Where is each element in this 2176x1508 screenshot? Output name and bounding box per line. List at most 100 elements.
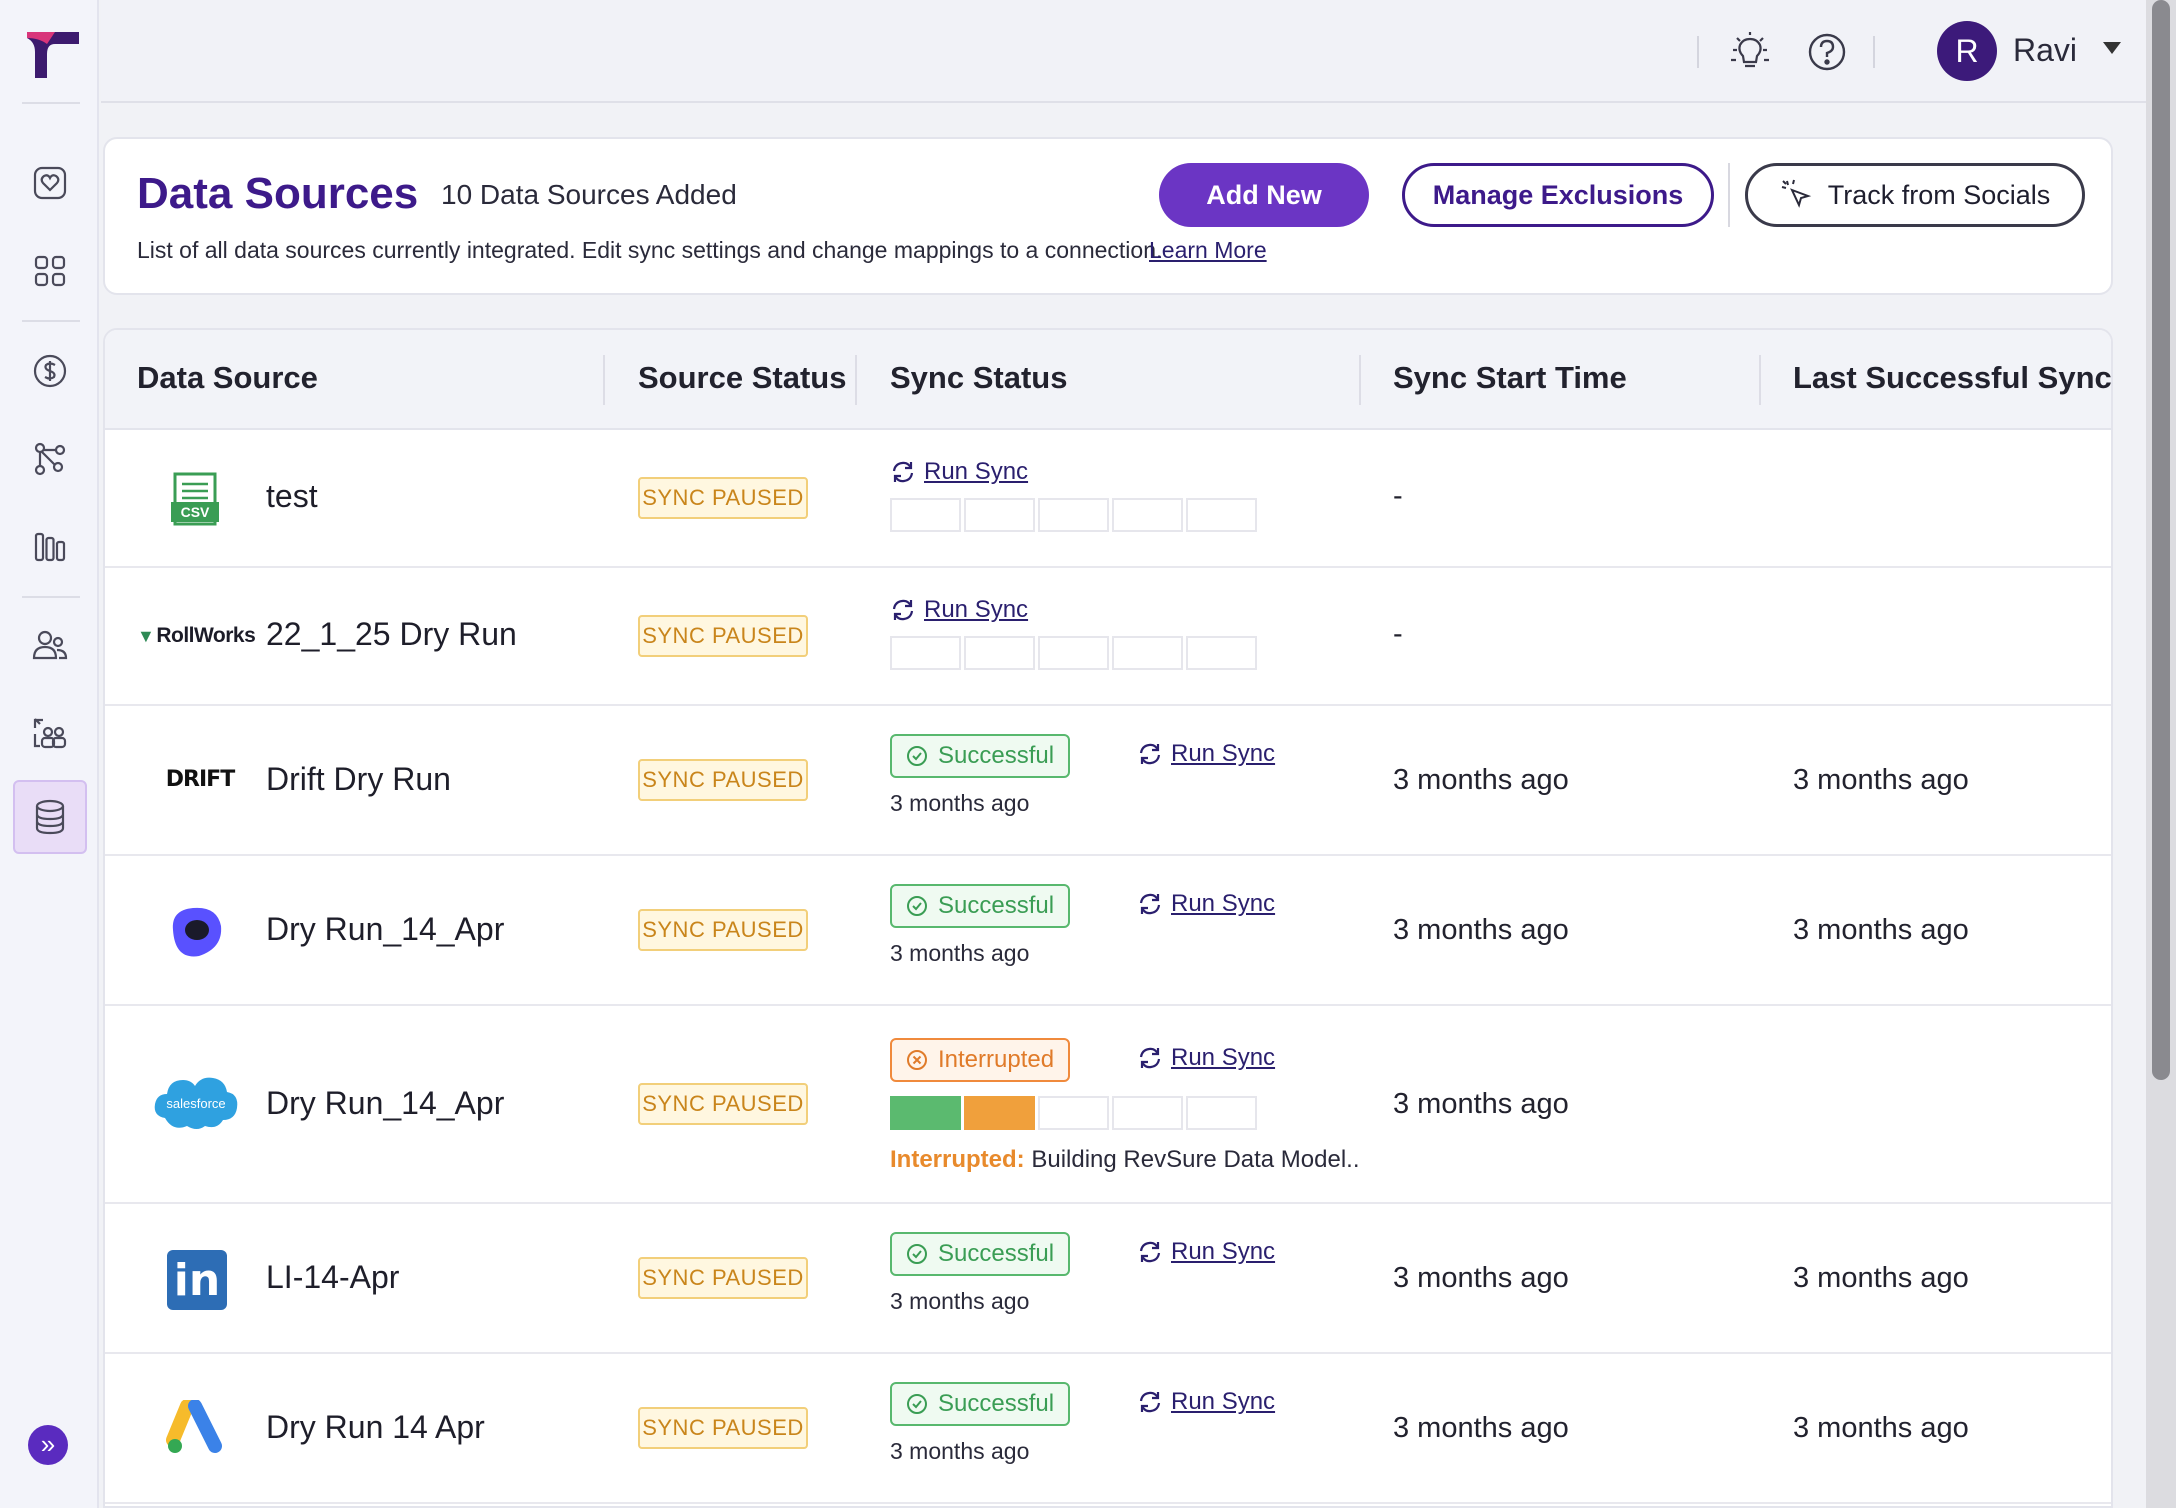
expand-sidebar-button[interactable]: » [28, 1425, 68, 1465]
sync-progress [890, 498, 1257, 532]
data-source-name[interactable]: 22_1_25 Dry Run [266, 616, 517, 652]
refresh-icon [892, 461, 914, 483]
page-description: List of all data sources currently integ… [137, 237, 1163, 263]
rollworks-logo-text: RollWorks [156, 624, 256, 647]
sync-status-label: Interrupted [938, 1046, 1055, 1073]
run-sync-button[interactable]: Run Sync [1137, 740, 1275, 768]
sync-status-badge: Successful [890, 734, 1071, 778]
data-source-name[interactable]: Drift Dry Run [266, 761, 451, 797]
progress-step-complete [890, 1096, 961, 1130]
data-source-name[interactable]: LI-14-Apr [266, 1259, 400, 1295]
sidebar-divider [22, 320, 80, 322]
salesforce-logo: salesforce [154, 1077, 238, 1129]
people-upload-icon [33, 718, 67, 749]
progress-step [1038, 498, 1109, 532]
sync-status-label: Successful [938, 892, 1055, 919]
status-badge: SYNC PAUSED [638, 477, 808, 519]
progress-step [964, 636, 1035, 670]
sync-progress [890, 1096, 1257, 1130]
run-sync-label: Run Sync [924, 596, 1029, 623]
outreach-logo [172, 907, 222, 957]
caret-down-icon[interactable] [2103, 42, 2121, 54]
sync-status-badge: Interrupted [890, 1038, 1071, 1082]
sync-status-label: Successful [938, 742, 1055, 769]
sync-start-time: - [1393, 480, 1403, 512]
progress-step [1112, 1096, 1183, 1130]
table-row[interactable]: CSV test SYNC PAUSED Run Sync - [105, 430, 2111, 568]
sync-progress [890, 636, 1257, 670]
sync-status-badge: Successful [890, 884, 1071, 928]
salesforce-logo-text: salesforce [166, 1096, 225, 1111]
run-sync-label: Run Sync [1171, 1044, 1276, 1071]
heart-icon [33, 166, 67, 200]
manage-exclusions-button[interactable]: Manage Exclusions [1402, 163, 1714, 227]
sync-status-time: 3 months ago [890, 940, 1030, 966]
data-source-name[interactable]: Dry Run 14 Apr [266, 1409, 485, 1445]
avatar[interactable]: R [1937, 21, 1997, 81]
sidebar-item-journeys[interactable] [13, 422, 87, 496]
run-sync-button[interactable]: Run Sync [1137, 890, 1275, 918]
track-from-socials-button[interactable]: Track from Socials [1745, 163, 2085, 227]
sidebar-divider [22, 102, 80, 104]
learn-more-link[interactable]: Learn More [1149, 237, 1267, 263]
column-divider [603, 355, 605, 405]
table-row[interactable]: Dry Run 14 Apr SYNC PAUSED Successful 3 … [105, 1354, 2111, 1504]
sidebar-item-data-sources[interactable] [13, 780, 87, 854]
table-row[interactable]: DRIFT Drift Dry Run SYNC PAUSED Successf… [105, 706, 2111, 856]
table-row[interactable]: Dry Run_14_Apr SYNC PAUSED Successful 3 … [105, 856, 2111, 1006]
progress-step [1038, 1096, 1109, 1130]
progress-step [1112, 498, 1183, 532]
data-source-name[interactable]: Dry Run_14_Apr [266, 911, 505, 947]
column-header-source-status[interactable]: Source Status [638, 360, 847, 395]
sidebar-item-reports[interactable] [13, 510, 87, 584]
data-source-name[interactable]: test [266, 478, 318, 514]
table-row[interactable]: ▼ RollWorks 22_1_25 Dry Run SYNC PAUSED R… [105, 568, 2111, 706]
svg-text:CSV: CSV [181, 504, 210, 520]
data-source-name[interactable]: Dry Run_14_Apr [266, 1085, 505, 1121]
table-row[interactable]: in LI-14-Apr SYNC PAUSED Successful 3 mo… [105, 1204, 2111, 1354]
run-sync-button[interactable]: Run Sync [890, 596, 1028, 624]
sidebar-item-favorites[interactable] [13, 146, 87, 220]
run-sync-label: Run Sync [1171, 1238, 1276, 1265]
sidebar-item-users[interactable] [13, 608, 87, 682]
progress-step [964, 498, 1035, 532]
last-successful-sync: 3 months ago [1793, 914, 1969, 946]
scrollbar-thumb[interactable] [2152, 0, 2170, 1080]
sidebar-item-audiences[interactable] [13, 696, 87, 770]
column-divider [1759, 355, 1761, 405]
run-sync-button[interactable]: Run Sync [890, 458, 1028, 486]
column-header-data-source[interactable]: Data Source [137, 360, 318, 395]
sync-status-label: Successful [938, 1240, 1055, 1267]
refresh-icon [892, 599, 914, 621]
progress-step-interrupted [964, 1096, 1035, 1130]
progress-step [890, 636, 961, 670]
sidebar: » [0, 0, 99, 1508]
page-title: Data Sources [137, 169, 419, 218]
sync-status-badge: Successful [890, 1232, 1071, 1276]
last-successful-sync: 3 months ago [1793, 764, 1969, 796]
database-icon [35, 799, 65, 835]
user-name[interactable]: Ravi [2013, 32, 2078, 68]
table-row[interactable]: salesforce Dry Run_14_Apr SYNC PAUSED In… [105, 1006, 2111, 1204]
run-sync-button[interactable]: Run Sync [1137, 1388, 1275, 1416]
progress-step [1186, 498, 1257, 532]
sync-start-time: 3 months ago [1393, 1262, 1569, 1294]
top-divider [1873, 36, 1875, 68]
add-new-button[interactable]: Add New [1159, 163, 1369, 227]
column-header-sync-status[interactable]: Sync Status [890, 360, 1068, 395]
sync-error-message: Interrupted: Building RevSure Data Model… [890, 1146, 1360, 1174]
lightbulb-icon[interactable] [1728, 30, 1772, 74]
top-divider [1697, 36, 1699, 68]
sidebar-item-revenue[interactable] [13, 334, 87, 408]
column-header-sync-start-time[interactable]: Sync Start Time [1393, 360, 1627, 395]
run-sync-button[interactable]: Run Sync [1137, 1238, 1275, 1266]
column-header-last-successful-sync[interactable]: Last Successful Sync Sta [1793, 360, 2112, 395]
run-sync-button[interactable]: Run Sync [1137, 1044, 1275, 1072]
cursor-click-icon [1781, 179, 1811, 208]
sync-error-label: Interrupted: [890, 1146, 1025, 1173]
revsure-logo[interactable] [25, 30, 81, 80]
sidebar-item-dashboards[interactable] [13, 234, 87, 308]
status-badge: SYNC PAUSED [638, 1083, 808, 1125]
help-icon[interactable] [1805, 30, 1849, 74]
rollworks-mark-icon: ▼ [137, 625, 155, 646]
